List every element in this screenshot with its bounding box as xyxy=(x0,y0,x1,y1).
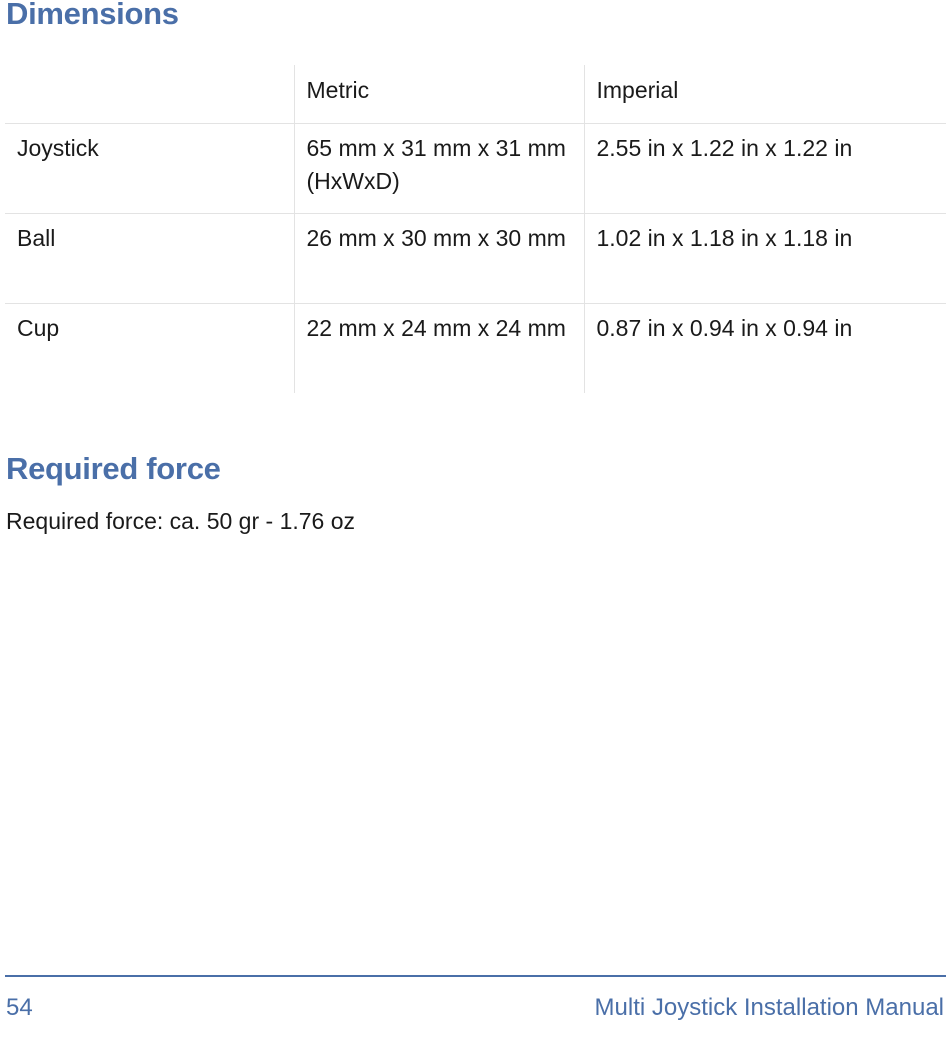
table-cell: Ball xyxy=(5,213,294,304)
table-cell: 0.87 in x 0.94 in x 0.94 in xyxy=(583,303,946,393)
required-force-text: Required force: ca. 50 gr - 1.76 oz xyxy=(6,508,356,534)
table-cell: Cup xyxy=(17,314,60,341)
page-number: 54 xyxy=(6,994,33,1021)
table-cell: 26 mm x 30 mm x 30 mm xyxy=(293,213,584,304)
table-cell: 22 mm x 24 mm x 24 mm xyxy=(293,303,584,393)
table-row: Joystick 65 mm x 31 mm x 31 mm (HxWxD) 2… xyxy=(5,123,946,214)
required-force-heading: Required force xyxy=(6,451,221,486)
table-row: Ball 26 mm x 30 mm x 30 mm 1.02 in x 1.1… xyxy=(5,213,946,304)
dimensions-heading: Dimensions xyxy=(6,0,179,31)
table-header-row: Metric Imperial xyxy=(5,65,946,124)
table-cell: 1.02 in x 1.18 in x 1.18 in xyxy=(583,213,946,304)
header-cell xyxy=(5,65,294,124)
header-cell: Imperial xyxy=(583,65,946,124)
dimensions-table: Metric Imperial Joystick 65 mm x 31 mm x… xyxy=(5,65,946,393)
footer-title: Multi Joystick Installation Manual xyxy=(594,994,944,1021)
table-cell: Joystick xyxy=(5,123,294,214)
footer-divider xyxy=(5,975,946,977)
table-row: Cup 22 mm x 24 mm x 24 mm 0.87 in x 0.94… xyxy=(5,303,946,393)
header-cell: Metric xyxy=(293,65,584,124)
table-cell: 65 mm x 31 mm x 31 mm (HxWxD) xyxy=(293,123,584,214)
table-cell: 2.55 in x 1.22 in x 1.22 in xyxy=(583,123,946,214)
